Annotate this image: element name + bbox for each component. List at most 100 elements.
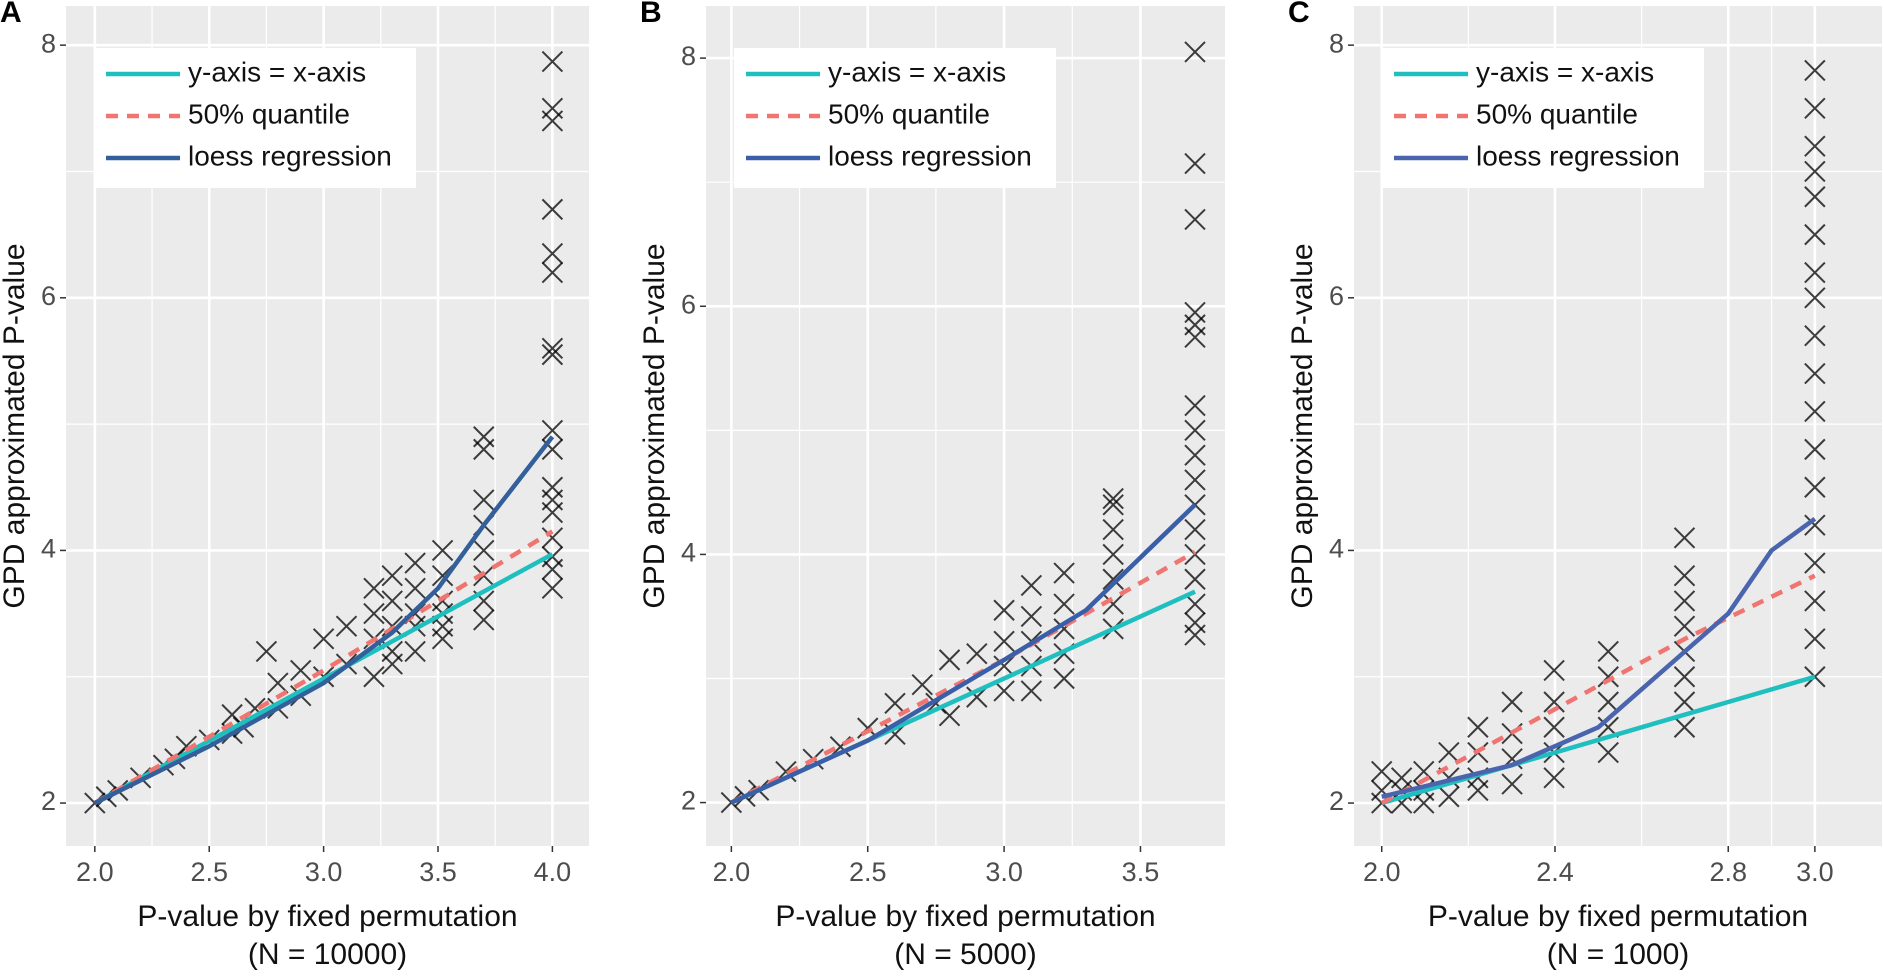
- point: [993, 630, 1015, 652]
- panel: 2.0 2.5 3.0 3.5 2 4 6 8 y-axis = x-axis 50% quant…: [638, 0, 1225, 971]
- point: [541, 577, 564, 600]
- line: [1381, 674, 1816, 806]
- legend-box: [1382, 48, 1704, 188]
- point: [1543, 767, 1565, 789]
- point: [541, 343, 564, 366]
- point: [381, 564, 403, 587]
- line: [1380, 573, 1816, 806]
- panel: 2.0 2.5 3.0 3.5 4.0 2 4 6 8 y-axis = x-axis 50% qu…: [0, 0, 589, 971]
- x-tick-label: 4.0: [534, 857, 572, 887]
- point: [1543, 691, 1565, 713]
- point: [1543, 659, 1565, 682]
- point: [1102, 494, 1124, 516]
- y-axis-title: GPD approximated P-value: [1286, 243, 1319, 608]
- point: [1184, 568, 1206, 590]
- legend-label: 50% quantile: [1476, 98, 1638, 129]
- point: [1673, 666, 1696, 688]
- point: [1804, 135, 1826, 157]
- point: [381, 653, 403, 675]
- point: [1467, 716, 1489, 738]
- y-tick-label: 8: [681, 41, 696, 71]
- point: [1102, 568, 1124, 590]
- panel-label: C: [1288, 0, 1310, 29]
- x-axis-title: (N = 5000): [894, 938, 1037, 971]
- point: [1501, 691, 1523, 713]
- point: [1184, 444, 1206, 466]
- point: [473, 609, 495, 631]
- x-tick-label: 2.5: [190, 857, 228, 887]
- point: [431, 539, 454, 562]
- point: [1804, 438, 1826, 461]
- point: [1020, 680, 1043, 702]
- x-tick-label: 2.8: [1709, 857, 1747, 887]
- point: [1804, 476, 1826, 498]
- y-tick-label: 8: [1329, 28, 1344, 58]
- legend-label: y-axis = x-axis: [188, 56, 366, 87]
- x-tick-label: 2.4: [1536, 857, 1574, 887]
- point: [312, 628, 335, 650]
- legend-label: y-axis = x-axis: [1476, 56, 1654, 87]
- point: [1673, 564, 1696, 587]
- point: [1102, 487, 1124, 510]
- point: [1501, 773, 1523, 795]
- point: [1053, 667, 1075, 690]
- x-tick-label: 2.0: [1363, 857, 1401, 887]
- y-axis-title: GPD approximated P-value: [0, 243, 31, 608]
- point: [1804, 287, 1826, 309]
- point: [1597, 741, 1619, 764]
- point: [541, 198, 564, 221]
- point: [1673, 590, 1696, 612]
- y-tick-label: 4: [41, 534, 56, 564]
- legend-box: [734, 48, 1056, 188]
- point: [1597, 640, 1619, 663]
- point: [966, 686, 988, 708]
- line: [730, 503, 1197, 805]
- y-tick-label: 6: [1329, 281, 1344, 311]
- legend-label: y-axis = x-axis: [828, 56, 1006, 87]
- point: [1804, 362, 1826, 385]
- point: [255, 640, 278, 663]
- point: [1184, 593, 1206, 615]
- point: [541, 337, 564, 360]
- point: [541, 501, 564, 524]
- plot-content: [1371, 59, 1826, 814]
- point: [1804, 223, 1826, 246]
- point: [1184, 326, 1206, 348]
- point: [473, 438, 495, 461]
- y-tick-label: 2: [1329, 786, 1344, 816]
- point: [1438, 786, 1460, 808]
- x-axis-title: P-value by fixed permutation: [775, 900, 1155, 933]
- point: [1543, 716, 1565, 738]
- x-tick-label: 2.5: [849, 857, 887, 887]
- x-axis-title: P-value by fixed permutation: [137, 900, 517, 933]
- y-tick-label: 2: [681, 786, 696, 816]
- point: [938, 649, 961, 671]
- point: [911, 673, 933, 696]
- plot-content: [84, 50, 564, 814]
- point: [1804, 186, 1826, 208]
- point: [541, 558, 564, 581]
- y-tick-label: 6: [681, 289, 696, 319]
- point: [1102, 518, 1124, 541]
- point: [1102, 543, 1124, 566]
- point: [1597, 691, 1619, 713]
- point: [431, 628, 454, 650]
- point: [335, 615, 358, 637]
- x-tick-label: 3.0: [305, 857, 343, 887]
- point: [1597, 666, 1619, 688]
- x-tick-label: 3.0: [1796, 857, 1834, 887]
- point: [1020, 574, 1043, 597]
- point: [1804, 59, 1826, 82]
- x-tick-label: 2.0: [76, 857, 114, 887]
- point: [1053, 593, 1075, 615]
- point: [1804, 628, 1826, 650]
- x-axis-title: (N = 1000): [1547, 938, 1690, 971]
- panel: 2.0 2.4 2.8 3.0 2 4 6 8 y-axis = x-axis 50% quant…: [1286, 0, 1882, 971]
- point: [1804, 324, 1826, 347]
- point: [993, 680, 1015, 702]
- x-tick-label: 3.5: [1122, 857, 1160, 887]
- point: [404, 640, 426, 663]
- y-tick-label: 8: [41, 28, 56, 58]
- point: [1184, 394, 1206, 417]
